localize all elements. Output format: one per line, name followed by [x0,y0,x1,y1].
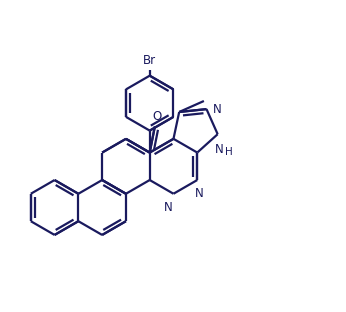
Text: N: N [215,143,224,156]
Text: N: N [194,187,203,200]
Text: O: O [152,110,161,123]
Text: N: N [164,201,173,214]
Text: Br: Br [143,54,156,67]
Text: H: H [225,147,233,157]
Text: N: N [213,103,222,116]
